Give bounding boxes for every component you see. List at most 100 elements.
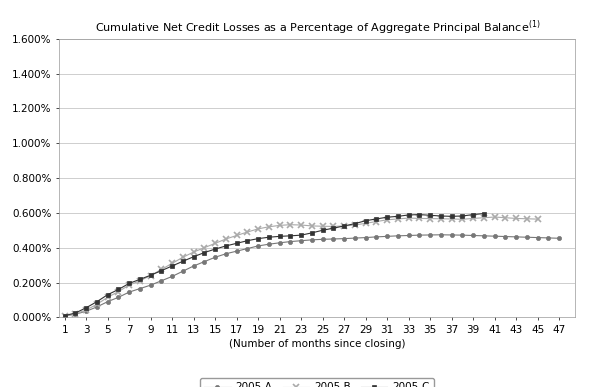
2005-C (212, 247, 219, 252)
2005-B (93, 302, 100, 307)
2005-A (276, 240, 283, 245)
2005-C (394, 214, 401, 219)
2005-A (351, 236, 358, 240)
2005-C (340, 224, 347, 228)
2005-C (179, 259, 186, 264)
2005-C (136, 277, 144, 282)
2005-C (147, 273, 154, 277)
2005-C (470, 212, 477, 217)
2005-B (104, 295, 111, 300)
2005-C (405, 212, 412, 217)
2005-A (362, 235, 369, 240)
2005-B (61, 313, 68, 318)
2005-B (384, 217, 391, 222)
2005-A (556, 236, 563, 241)
2005-B (126, 283, 133, 288)
2005-B (502, 216, 509, 220)
2005-C (276, 234, 283, 239)
2005-C (448, 214, 455, 219)
2005-B (319, 224, 326, 229)
2005-B (362, 221, 369, 226)
2005-A (190, 264, 197, 268)
2005-A (340, 236, 347, 241)
2005-B (287, 223, 294, 227)
2005-B (276, 223, 283, 228)
2005-A (115, 295, 122, 300)
2005-C (104, 293, 111, 297)
2005-C (308, 231, 315, 235)
2005-B (373, 219, 380, 224)
2005-A (319, 237, 326, 241)
2005-B (308, 224, 315, 228)
2005-A (287, 239, 294, 244)
2005-A (179, 269, 186, 274)
2005-A (82, 309, 90, 313)
2005-A (147, 283, 154, 288)
2005-A (534, 235, 541, 240)
2005-A (502, 234, 509, 239)
2005-C (373, 217, 380, 221)
2005-B (233, 233, 240, 238)
2005-C (115, 287, 122, 292)
X-axis label: (Number of months since closing): (Number of months since closing) (229, 339, 406, 349)
2005-A (545, 236, 552, 240)
2005-B (190, 250, 197, 254)
2005-B (416, 216, 423, 221)
2005-C (233, 241, 240, 246)
2005-C (480, 211, 487, 216)
2005-A (244, 246, 251, 251)
2005-B (426, 216, 433, 221)
2005-C (330, 226, 337, 231)
2005-A (470, 233, 477, 238)
2005-B (340, 224, 347, 228)
2005-B (115, 289, 122, 294)
2005-B (244, 230, 251, 235)
2005-B (265, 224, 272, 229)
2005-B (179, 255, 186, 260)
2005-A (394, 233, 401, 238)
2005-B (168, 261, 176, 265)
2005-B (222, 237, 229, 241)
2005-B (470, 216, 477, 221)
2005-A (158, 279, 165, 283)
2005-C (222, 244, 229, 248)
2005-A (384, 234, 391, 239)
2005-B (534, 217, 541, 221)
2005-C (72, 311, 79, 315)
2005-B (491, 215, 498, 219)
2005-B (201, 245, 208, 250)
2005-B (437, 216, 444, 221)
2005-C (244, 238, 251, 243)
2005-A (126, 290, 133, 295)
2005-A (448, 233, 455, 237)
2005-A (373, 235, 380, 239)
2005-A (168, 274, 176, 279)
2005-B (459, 217, 466, 222)
2005-C (319, 228, 326, 233)
2005-A (233, 249, 240, 253)
2005-B (405, 216, 412, 221)
2005-B (212, 241, 219, 246)
2005-A (298, 238, 305, 243)
2005-B (448, 217, 455, 221)
2005-C (93, 300, 100, 304)
2005-B (158, 267, 165, 272)
2005-C (298, 233, 305, 238)
2005-A (491, 234, 498, 238)
2005-B (254, 226, 262, 231)
2005-C (158, 268, 165, 273)
2005-B (480, 216, 487, 220)
2005-B (394, 217, 401, 221)
2005-A (212, 255, 219, 260)
Line: 2005-B: 2005-B (61, 214, 541, 319)
Line: 2005-C: 2005-C (62, 211, 486, 318)
2005-C (265, 235, 272, 240)
2005-B (298, 223, 305, 228)
2005-A (330, 237, 337, 241)
2005-A (437, 233, 444, 237)
Line: 2005-A: 2005-A (63, 233, 561, 318)
2005-A (201, 259, 208, 264)
2005-C (459, 214, 466, 218)
2005-A (308, 238, 315, 242)
2005-A (426, 233, 433, 237)
